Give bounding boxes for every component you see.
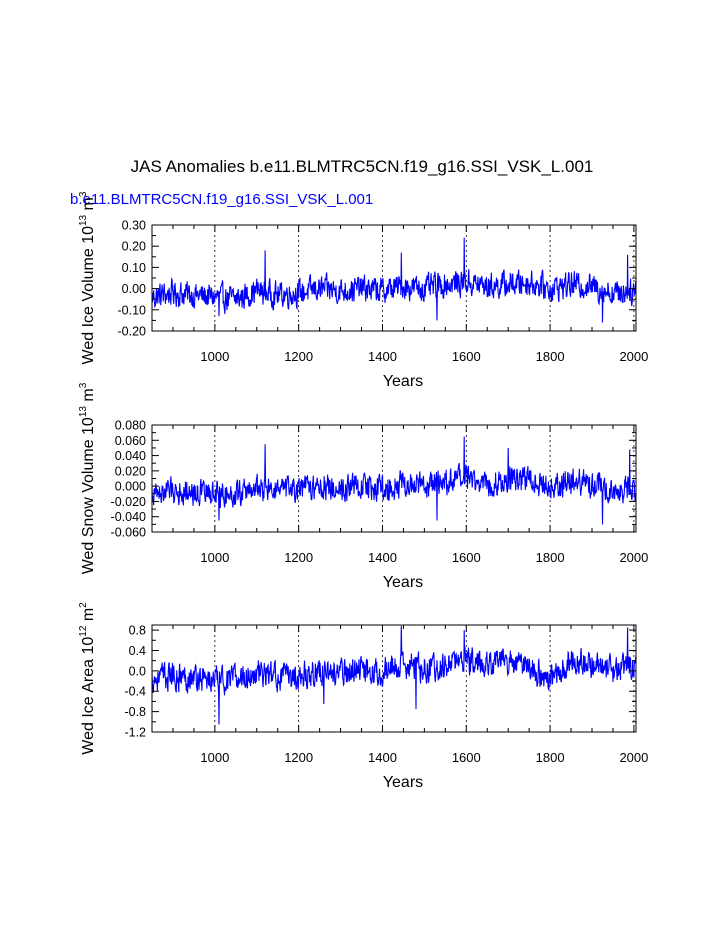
x-tick-label: 1600	[452, 550, 481, 565]
panel-2: 1000 1200 1400 1600 1800 2000 -0.060 -0.040-0.0…	[78, 382, 648, 591]
y-tick-label: 0.020	[115, 464, 146, 478]
x-tick-label: 1600	[452, 349, 481, 364]
y-tick-label: 0.060	[115, 434, 146, 448]
x-tick-label: 2000	[619, 349, 648, 364]
x-tick-label: 2000	[619, 550, 648, 565]
panels-group: 1000 1200 1400 1600 1800 2000 -0.20 -0.10 0.00 0.…	[78, 191, 648, 791]
x-tick-label: 1800	[536, 750, 565, 765]
panel-1: 1000 1200 1400 1600 1800 2000 -0.20 -0.10 0.00 0.…	[78, 191, 648, 390]
y-tick-label: -1.2	[124, 726, 146, 740]
plot-frame	[151, 224, 637, 332]
y-tick-label: 0.0	[129, 664, 146, 678]
y-tick-label: 0.00	[122, 282, 146, 296]
y-tick-label: 0.080	[115, 419, 146, 433]
data-series-line	[152, 625, 636, 725]
x-tick-label: 1000	[200, 550, 229, 565]
x-tick-label: 1000	[200, 349, 229, 364]
plot-frame	[151, 624, 637, 733]
y-axis-label: Wed Ice Area 1012 m2	[78, 602, 97, 755]
x-tick-label: 1400	[368, 349, 397, 364]
y-tick-label: 0.10	[122, 261, 146, 275]
y-tick-label: -0.040	[111, 510, 146, 524]
figure-title: JAS Anomalies b.e11.BLMTRC5CN.f19_g16.SS…	[131, 157, 594, 176]
y-tick-label: -0.020	[111, 495, 146, 509]
x-tick-label: 1000	[200, 750, 229, 765]
x-tick-label: 1400	[368, 750, 397, 765]
x-axis-label: Years	[383, 774, 423, 791]
y-tick-label: 0.8	[129, 624, 146, 638]
panel-3: 1000 1200 1400 1600 1800 2000 -1.2 -0.8 -0.4 0.0 0…	[78, 602, 648, 791]
y-tick-label: -0.10	[118, 303, 147, 317]
x-tick-label: 1200	[284, 750, 313, 765]
x-tick-label: 1400	[368, 550, 397, 565]
x-tick-label: 2000	[619, 750, 648, 765]
y-tick-label: -0.4	[124, 685, 146, 699]
y-tick-label: -0.060	[111, 526, 146, 540]
y-axis-label: Wed Ice Volume 1013 m3	[78, 191, 97, 364]
y-tick-label: -0.20	[118, 325, 147, 339]
data-series-line	[152, 436, 636, 525]
y-tick-label: 0.30	[122, 219, 146, 233]
y-tick-label: 0.040	[115, 449, 146, 463]
y-tick-label: -0.8	[124, 705, 146, 719]
x-tick-label: 1800	[536, 349, 565, 364]
x-axis-label: Years	[383, 373, 423, 390]
y-tick-label: 0.000	[115, 480, 146, 494]
x-tick-label: 1200	[284, 550, 313, 565]
x-tick-label: 1600	[452, 750, 481, 765]
x-tick-label: 1800	[536, 550, 565, 565]
figure-subtitle: b.e11.BLMTRC5CN.f19_g16.SSI_VSK_L.001	[70, 191, 373, 208]
x-tick-label: 1200	[284, 349, 313, 364]
data-series-line	[152, 237, 636, 323]
y-tick-label: 0.20	[122, 240, 146, 254]
y-axis-label: Wed Snow Volume 1013 m3	[78, 382, 97, 574]
x-axis-label: Years	[383, 574, 423, 591]
y-tick-label: 0.4	[129, 644, 146, 658]
